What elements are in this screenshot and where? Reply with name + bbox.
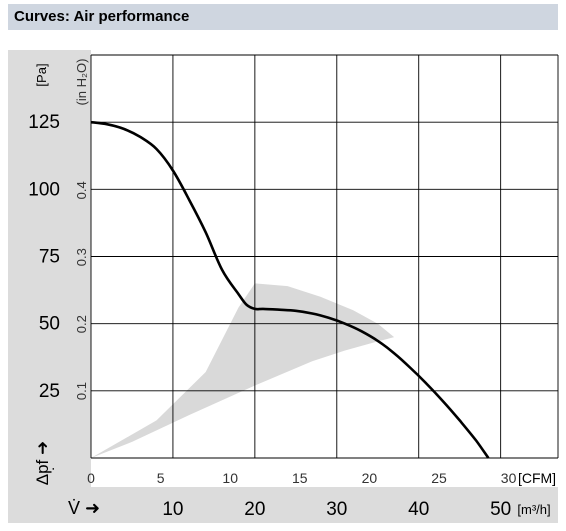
section-title: Curves: Air performance: [14, 8, 190, 25]
cfm-axis-label: [CFM]: [518, 470, 556, 486]
inh2o-tick-label: 0.3: [74, 248, 89, 266]
inh2o-tick-label: 0.1: [74, 382, 89, 400]
pa-tick-label: 100: [28, 179, 60, 200]
operating-area: [91, 283, 395, 458]
cfm-tick-label: 20: [362, 470, 378, 486]
pa-tick-label: 75: [39, 247, 60, 268]
m3h-tick-label: 20: [244, 499, 265, 520]
cfm-tick-label: 30: [501, 470, 517, 486]
pa-tick-label: 25: [39, 381, 60, 402]
pa-tick-label: 125: [28, 112, 60, 133]
pressure-axis-symbol: Δp̣f ➜: [33, 441, 54, 486]
m3h-tick-label: 10: [162, 499, 183, 520]
m3h-tick-label: 50: [490, 499, 511, 520]
section-header: Curves: Air performance: [8, 4, 558, 30]
cfm-tick-label: 0: [87, 470, 95, 486]
inh2o-axis-label: (in H₂O): [74, 59, 89, 106]
flow-axis-symbol: V̇ ➜: [68, 498, 100, 518]
bottom-axis-band: [8, 487, 558, 523]
cfm-tick-label: 5: [157, 470, 165, 486]
cfm-tick-label: 15: [292, 470, 308, 486]
inh2o-tick-label: 0.2: [74, 315, 89, 333]
air-performance-curve: [90, 120, 490, 459]
inh2o-tick-label: 0.4: [74, 181, 89, 199]
m3h-tick-label: 40: [408, 499, 429, 520]
pa-axis-label: [Pa]: [34, 63, 49, 86]
left-axis-band: [8, 50, 91, 498]
m3h-tick-label: 30: [326, 499, 347, 520]
pa-tick-label: 50: [39, 314, 60, 335]
cfm-tick-label: 10: [222, 470, 238, 486]
m3h-axis-label: [m³/h]: [517, 502, 550, 517]
cfm-tick-label: 25: [431, 470, 447, 486]
